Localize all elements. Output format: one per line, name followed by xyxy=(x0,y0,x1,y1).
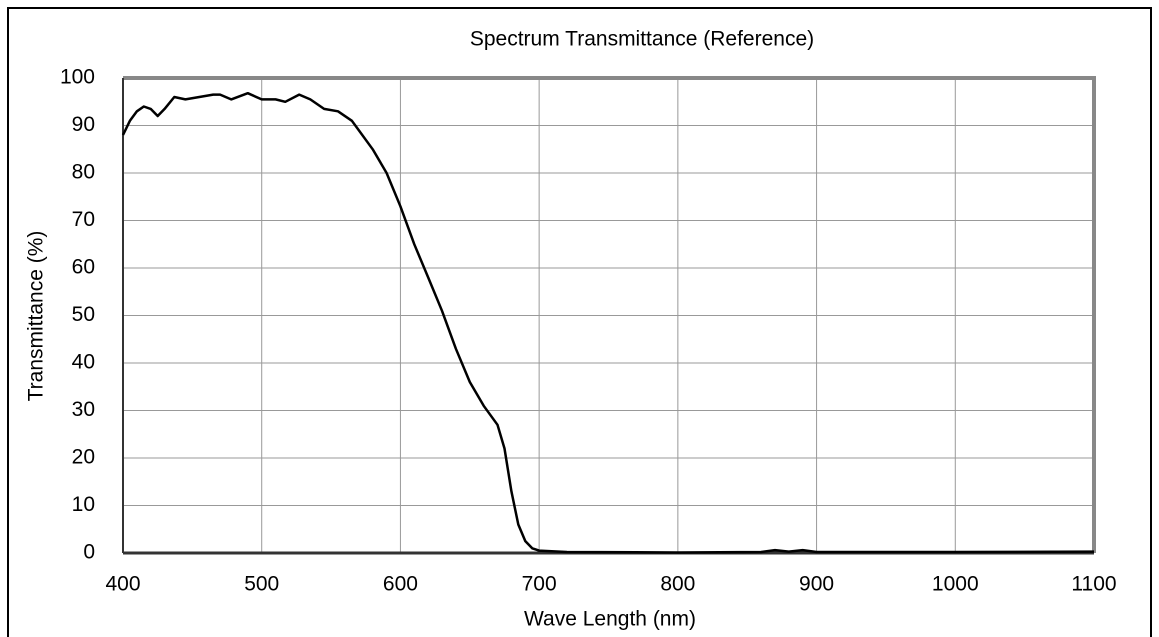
x-tick-label: 700 xyxy=(522,573,557,596)
x-tick-label: 1000 xyxy=(932,573,979,596)
x-tick-label: 400 xyxy=(105,573,140,596)
x-tick-label: 500 xyxy=(244,573,279,596)
x-tick-label: 800 xyxy=(660,573,695,596)
y-tick-label: 90 xyxy=(72,113,95,136)
y-tick-label: 70 xyxy=(72,208,95,231)
x-tick-label: 900 xyxy=(799,573,834,596)
x-tick-label: 1100 xyxy=(1071,573,1116,596)
data-line xyxy=(121,91,1095,554)
y-tick-label: 40 xyxy=(72,351,95,374)
y-tick-label: 0 xyxy=(83,541,95,564)
y-tick-label: 10 xyxy=(72,493,95,516)
y-tick-label: 20 xyxy=(72,446,95,469)
x-axis-label: Wave Length (nm) xyxy=(524,608,696,631)
y-axis-label: Transmittance (%) xyxy=(25,231,48,402)
plot-border xyxy=(123,76,1096,553)
chart-frame xyxy=(7,7,1152,637)
chart-title: Spectrum Transmittance (Reference) xyxy=(470,28,814,51)
y-tick-label: 30 xyxy=(72,398,95,421)
y-tick-label: 60 xyxy=(72,256,95,279)
y-tick-label: 100 xyxy=(60,66,95,89)
x-tick-label: 600 xyxy=(383,573,418,596)
y-tick-label: 80 xyxy=(72,161,95,184)
y-tick-label: 50 xyxy=(72,303,95,326)
